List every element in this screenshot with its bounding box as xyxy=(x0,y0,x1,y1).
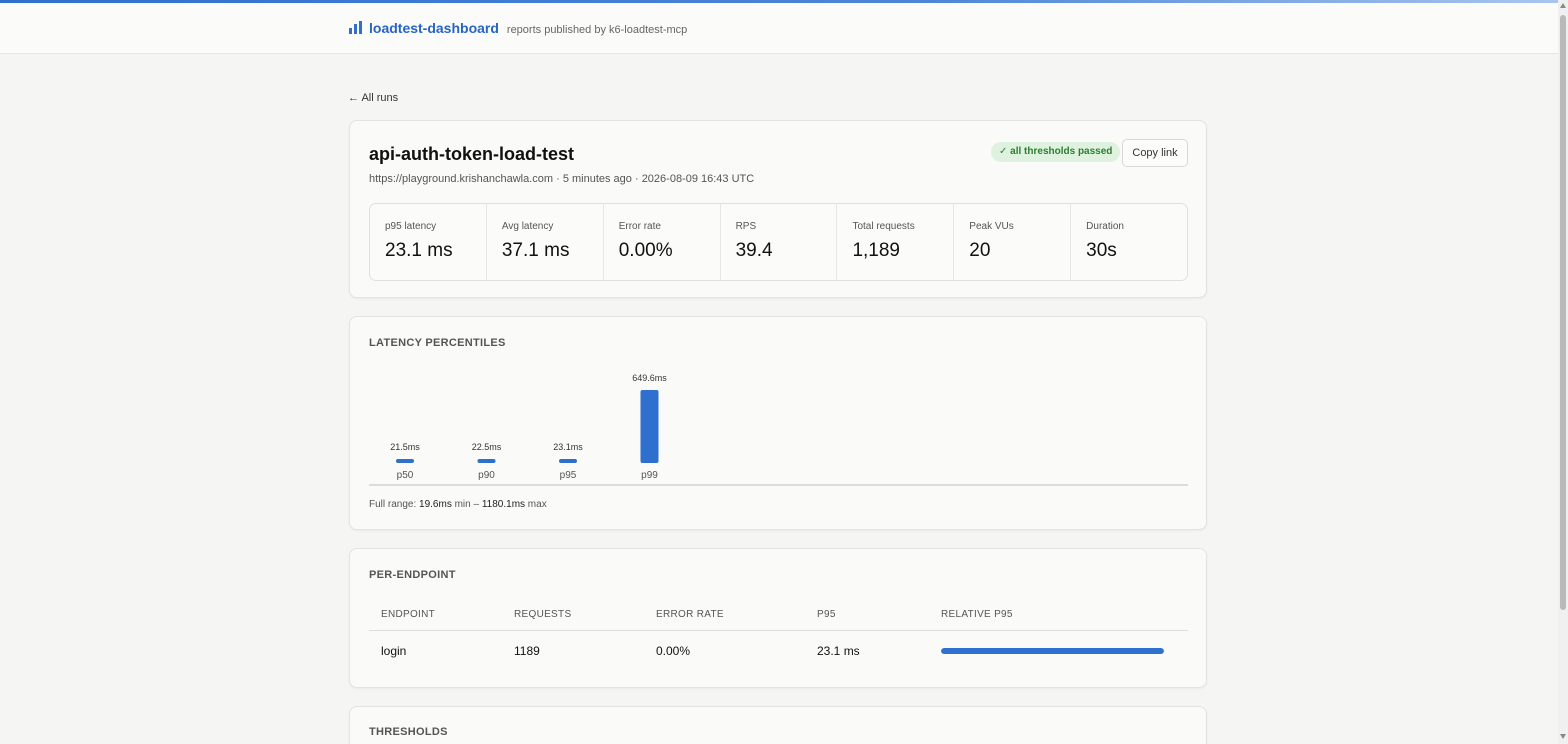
stat-value: 37.1 ms xyxy=(501,240,570,261)
latency-range-note: Full range: 19.6ms min – 1180.1ms max xyxy=(369,499,547,510)
per-endpoint-card: PER-ENDPOINT ENDPOINT REQUESTS ERROR RAT… xyxy=(349,548,1207,688)
stat-value: 0.00% xyxy=(618,240,673,261)
copy-link-button[interactable]: Copy link xyxy=(1122,139,1188,167)
stat-label: Total requests xyxy=(852,221,915,232)
stat-total-requests: Total requests 1,189 xyxy=(837,204,955,280)
stat-value: 30s xyxy=(1086,240,1117,261)
bar-p95 xyxy=(559,459,577,463)
stat-value: 20 xyxy=(969,240,991,261)
stat-label: Error rate xyxy=(618,221,661,232)
cell-p95: 23.1 ms xyxy=(817,644,860,658)
stat-label: Duration xyxy=(1086,221,1124,232)
brand-subtitle: reports published by k6-loadtest-mcp xyxy=(506,24,688,36)
data-label-p95: 23.1ms xyxy=(553,442,583,452)
table-row: login 1189 0.00% 23.1 ms xyxy=(369,631,1188,671)
cell-relative-p95 xyxy=(941,648,1188,654)
bar-p50 xyxy=(396,459,414,463)
stat-rps: RPS 39.4 xyxy=(721,204,838,280)
stat-label: Peak VUs xyxy=(969,221,1014,232)
latency-chart: 21.5ms p50 22.5ms p90 23.1ms p95 649.6ms p99 xyxy=(369,373,1188,486)
stats-grid: p95 latency 23.1 ms Avg latency 37.1 ms … xyxy=(369,203,1188,281)
status-badge: ✓ all thresholds passed xyxy=(991,142,1121,162)
stat-label: Avg latency xyxy=(501,221,554,232)
run-meta: https://playground.krishanchawla.com · 5… xyxy=(369,173,755,185)
range-max: 1180.1ms xyxy=(481,499,526,510)
column-header: ENDPOINT xyxy=(381,609,436,620)
column-header: REQUESTS xyxy=(514,609,572,620)
data-label-p99: 649.6ms xyxy=(632,373,667,383)
stat-avg-latency: Avg latency 37.1 ms xyxy=(487,204,604,280)
cell-error-rate: 0.00% xyxy=(656,644,691,658)
stat-label: p95 latency xyxy=(385,221,437,232)
category-label-p50: p50 xyxy=(397,470,414,481)
scroll-down-arrow-icon[interactable] xyxy=(1560,734,1566,739)
thresholds-card: THRESHOLDS xyxy=(349,706,1207,744)
brand-name[interactable]: loadtest-dashboard xyxy=(369,20,499,36)
data-label-p90: 22.5ms xyxy=(472,442,502,452)
run-summary-card: api-auth-token-load-test https://playgro… xyxy=(349,120,1207,298)
section-title: PER-ENDPOINT xyxy=(369,569,456,581)
bar-chart-icon xyxy=(349,21,362,34)
column-header: RELATIVE P95 xyxy=(941,609,1013,620)
cell-requests: 1189 xyxy=(514,644,540,658)
app-header: loadtest-dashboard reports published by … xyxy=(0,3,1558,54)
top-accent-line xyxy=(0,0,1558,3)
data-label-p50: 21.5ms xyxy=(390,442,420,452)
run-title: api-auth-token-load-test xyxy=(369,144,574,164)
brand[interactable]: loadtest-dashboard reports published by … xyxy=(349,20,687,36)
category-label-p99: p99 xyxy=(641,470,658,481)
column-header: P95 xyxy=(817,609,836,620)
latency-percentiles-card: LATENCY PERCENTILES 21.5ms p50 22.5ms p90 23… xyxy=(349,316,1207,530)
column-header: ERROR RATE xyxy=(656,609,724,620)
scroll-up-arrow-icon[interactable] xyxy=(1560,3,1566,8)
stat-p95-latency: p95 latency 23.1 ms xyxy=(370,204,487,280)
bar-p90 xyxy=(477,459,496,463)
stat-error-rate: Error rate 0.00% xyxy=(604,204,721,280)
stat-peak-vus: Peak VUs 20 xyxy=(954,204,1072,280)
category-label-p90: p90 xyxy=(478,470,495,481)
back-to-all-runs-link[interactable]: ← All runs xyxy=(348,92,399,104)
relative-p95-bar xyxy=(941,648,1164,654)
endpoint-table: ENDPOINT REQUESTS ERROR RATE P95 RELATIV… xyxy=(369,599,1188,671)
stat-duration: Duration 30s xyxy=(1071,204,1187,280)
category-label-p95: p95 xyxy=(560,470,577,481)
section-title: THRESHOLDS xyxy=(369,726,448,738)
cell-endpoint: login xyxy=(381,644,407,658)
stat-value: 1,189 xyxy=(852,240,900,261)
stat-value: 23.1 ms xyxy=(385,240,453,261)
scroll-thumb[interactable] xyxy=(1560,15,1566,610)
range-min: 19.6ms xyxy=(419,499,452,510)
page-scrollbar[interactable] xyxy=(1558,0,1568,744)
table-header: ENDPOINT REQUESTS ERROR RATE P95 RELATIV… xyxy=(369,599,1188,631)
relative-p95-fill xyxy=(941,648,1164,654)
section-title: LATENCY PERCENTILES xyxy=(369,337,506,349)
bar-p99 xyxy=(640,390,659,463)
stat-value: 39.4 xyxy=(735,240,773,261)
stat-label: RPS xyxy=(735,221,757,232)
